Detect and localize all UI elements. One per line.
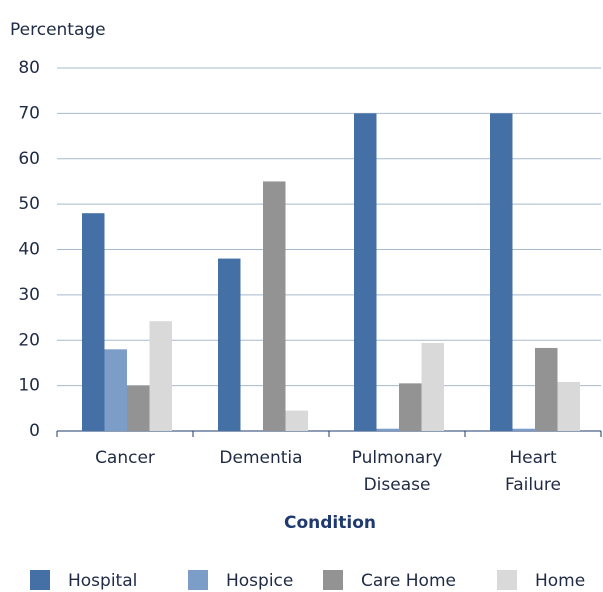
bar — [104, 349, 127, 431]
bar — [127, 385, 150, 431]
bar — [149, 321, 172, 431]
bar — [354, 113, 377, 431]
y-tick-label: 10 — [18, 376, 40, 396]
legend-swatch — [323, 570, 343, 590]
legend-swatch — [188, 570, 208, 590]
bar — [557, 381, 580, 431]
bar — [421, 342, 444, 431]
bar — [218, 258, 241, 431]
legend-label: Home — [535, 571, 585, 591]
bar — [285, 410, 308, 431]
x-tick-label: Pulmonary Disease — [351, 448, 443, 495]
legend-label: Hospice — [226, 571, 293, 591]
y-tick-label: 30 — [18, 285, 40, 305]
legend-swatch — [497, 570, 517, 590]
bar — [263, 181, 286, 431]
legend-swatch — [30, 570, 50, 590]
y-tick-label: 60 — [18, 149, 40, 169]
y-axis-label: Percentage — [10, 20, 106, 40]
legend-label: Hospital — [68, 571, 137, 591]
y-tick-label: 70 — [18, 103, 40, 123]
x-tick-label: Dementia — [219, 448, 303, 468]
y-tick-label: 20 — [18, 330, 40, 350]
bar — [399, 383, 422, 431]
bar — [535, 347, 558, 431]
y-tick-label: 40 — [18, 240, 40, 260]
x-tick-label: Heart Failure — [505, 448, 561, 495]
bar — [376, 428, 399, 431]
y-tick-label: 50 — [18, 194, 40, 214]
x-tick-label: Cancer — [95, 448, 155, 468]
bar — [512, 428, 535, 431]
y-tick-label: 80 — [18, 58, 40, 78]
x-axis-label: Condition — [284, 513, 376, 533]
legend-label: Care Home — [361, 571, 456, 591]
bar — [490, 113, 513, 431]
y-tick-label: 0 — [29, 421, 40, 441]
bar — [82, 213, 105, 431]
